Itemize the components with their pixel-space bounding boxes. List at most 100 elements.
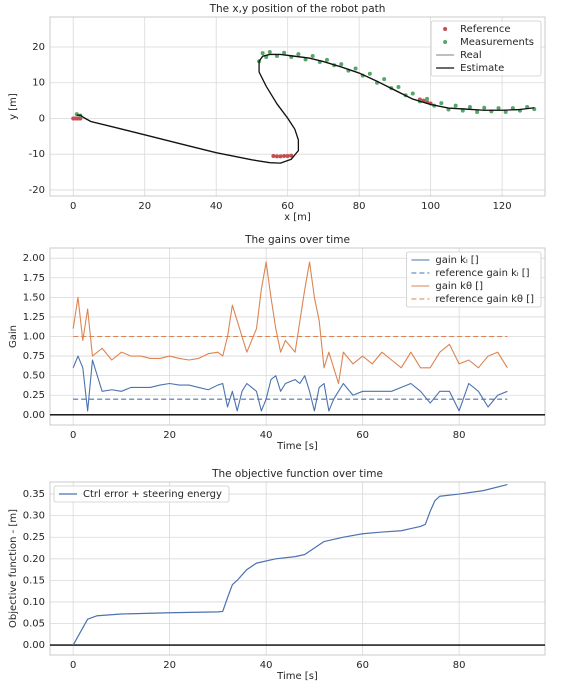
y-tick-label: 0	[39, 113, 45, 124]
data-line	[72, 261, 508, 385]
x-tick-label: 60	[281, 201, 294, 212]
x-tick-label: 80	[453, 430, 466, 441]
legend-box	[406, 251, 542, 308]
legend-label: reference gain kθ []	[435, 294, 534, 305]
y-tick-label: 0.75	[23, 351, 45, 362]
data-point	[324, 57, 329, 62]
subplot: The gains over time 0 20 40 60 80 0.00 0.25 0.50…	[8, 234, 546, 452]
data-point	[282, 50, 287, 55]
x-tick-label: 80	[453, 660, 466, 671]
x-tick-label: 0	[70, 201, 76, 212]
data-line	[76, 53, 535, 164]
legend-symbol	[443, 27, 448, 31]
x-tick-label: 40	[260, 430, 273, 441]
data-point	[396, 85, 401, 90]
legend-label: gain kθ []	[435, 281, 483, 292]
legend-box	[53, 485, 230, 503]
data-point	[260, 51, 265, 56]
x-tick-label: 40	[260, 660, 273, 671]
data-point	[425, 96, 430, 101]
data-point	[282, 153, 287, 158]
data-point	[303, 57, 308, 62]
y-tick-label: 0.30	[23, 511, 45, 522]
data-point	[439, 101, 444, 106]
data-point	[382, 77, 387, 82]
legend-box	[430, 20, 542, 77]
chart-title: The objective function over time	[211, 468, 383, 480]
legend-label: Estimate	[460, 63, 504, 74]
data-point	[296, 52, 301, 57]
legend-label: Reference	[460, 24, 510, 35]
x-tick-label: 20	[163, 660, 176, 671]
x-tick-label: 60	[356, 660, 369, 671]
x-tick-label: 40	[210, 201, 223, 212]
data-point	[510, 106, 515, 111]
legend: Reference Measurements Real Estimate	[430, 20, 542, 77]
subplot: The x,y position of the robot path 0 20 40 6…	[8, 3, 546, 223]
y-tick-label: 1.50	[23, 292, 45, 303]
x-axis-label: x [m]	[284, 212, 311, 223]
data-point	[482, 105, 487, 110]
data-point	[289, 153, 294, 158]
y-tick-label: 0.15	[23, 575, 45, 586]
legend-label: Measurements	[460, 37, 534, 48]
subplot: The objective function over time 0 20 40 60 8…	[8, 468, 546, 682]
y-tick-label: 0.00	[23, 410, 45, 421]
data-point	[467, 105, 472, 110]
y-tick-label: 0.25	[23, 390, 45, 401]
data-line	[72, 484, 508, 646]
plot-frame	[49, 247, 546, 426]
x-tick-label: 60	[356, 430, 369, 441]
y-tick-label: 0.20	[23, 554, 45, 565]
y-tick-label: 0.00	[23, 640, 45, 651]
data-point	[367, 71, 372, 76]
y-tick-label: 1.25	[23, 312, 45, 323]
data-point	[353, 66, 358, 71]
data-point	[274, 154, 279, 159]
legend-label: reference gain kₗ []	[435, 268, 529, 279]
legend-symbol	[443, 40, 448, 44]
y-tick-label: 0.05	[23, 619, 45, 630]
legend: Ctrl error + steering energy	[53, 485, 230, 503]
x-axis-label: Time [s]	[276, 441, 318, 452]
data-line	[72, 355, 508, 412]
data-point	[503, 110, 508, 115]
chart-title: The x,y position of the robot path	[209, 3, 386, 15]
y-tick-label: 0.50	[23, 371, 45, 382]
data-point	[310, 53, 315, 58]
data-point	[267, 50, 272, 55]
y-tick-label: -10	[29, 149, 45, 160]
chart-title: The gains over time	[244, 234, 350, 246]
legend-label: gain kₗ []	[435, 255, 478, 266]
x-tick-label: 0	[70, 430, 76, 441]
legend-label: Ctrl error + steering energy	[83, 489, 222, 500]
x-tick-label: 20	[138, 201, 151, 212]
x-tick-label: 80	[353, 201, 366, 212]
y-tick-label: 20	[32, 42, 45, 53]
y-tick-label: 1.00	[23, 332, 45, 343]
y-tick-label: 2.00	[23, 253, 45, 264]
y-axis-label: y [m]	[8, 93, 19, 120]
y-tick-label: 0.25	[23, 532, 45, 543]
plot-frame	[49, 481, 546, 656]
y-tick-label: 0.10	[23, 597, 45, 608]
y-axis-label: Objective function - [m]	[8, 509, 19, 628]
data-point	[285, 153, 290, 158]
legend: gain kₗ [] reference gain kₗ [] gain kθ []…	[406, 251, 542, 308]
x-tick-label: 0	[70, 660, 76, 671]
y-tick-label: -20	[29, 185, 45, 196]
data-point	[453, 103, 458, 108]
y-axis-label: Gain	[8, 325, 19, 348]
x-tick-label: 100	[421, 201, 440, 212]
legend-label: Real	[460, 50, 482, 61]
plot-frame	[49, 16, 546, 197]
data-point	[496, 106, 501, 111]
x-tick-label: 120	[493, 201, 512, 212]
x-axis-label: Time [s]	[276, 671, 318, 682]
data-point	[475, 110, 480, 115]
data-point	[78, 116, 83, 121]
data-point	[339, 62, 344, 67]
data-point	[271, 153, 276, 158]
x-tick-label: 20	[163, 430, 176, 441]
